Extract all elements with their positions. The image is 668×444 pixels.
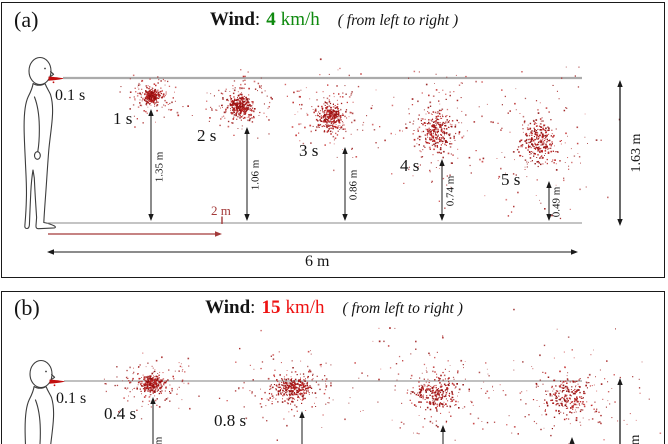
particle-cloud [304,327,515,441]
wind-speed-value: 4 [266,9,276,30]
cloud-time-label: 3 s [299,141,319,160]
wind-header-a: Wind:4 km/h ( from left to right ) [0,10,668,29]
wind-label: Wind [209,9,255,30]
cloud-time-label: 0.4 s [104,404,137,423]
particle-cloud [218,329,351,441]
drop-height-label: 0.74 m [444,175,457,207]
arrowhead [148,109,154,116]
particle-cloud [445,308,662,444]
person-height-label: 1.63 m [629,133,644,173]
particle-cloud [119,74,180,128]
arrowhead [150,397,156,404]
distance-2m-label: 2 m [211,203,231,218]
arrowhead [571,249,578,255]
drop-height-label: 0.49 m [550,186,563,218]
wind-separator: : [250,297,256,318]
wind-header-b: Wind:15 km/h ( from left to right ) [0,298,668,317]
arrowhead [617,378,623,385]
wind-direction-note: ( from left to right ) [337,12,459,29]
particle-cloud [103,352,200,420]
panel-tag: (b) [14,295,40,320]
wind-speed-unit: km/h [280,9,320,30]
arrowhead [617,80,623,87]
panel-a-frame [1,2,665,278]
arrowhead [244,214,250,221]
cloud-time-label: 2 s [197,126,217,145]
exhale-time-label: 0.1 s [56,390,87,407]
arrowhead [546,214,552,221]
cloud-time-label: 4 s [400,156,420,175]
person-figure-a [23,56,66,230]
arrowhead [439,214,445,221]
drop-height-label-fragment: m [152,436,165,444]
measurement-arrows [47,80,623,444]
drop-height-label: 1.35 m [153,151,166,183]
drop-height-label: 0.86 m [347,169,360,201]
exhale-time-label: 0.1 s [55,87,86,104]
wind-speed-value: 15 [261,297,281,318]
arrowhead [244,127,250,134]
drop-height-label: 1.06 m [249,159,262,191]
wind-direction-note: ( from left to right ) [342,300,463,317]
droplet-clouds [103,58,662,444]
particle-cloud [475,66,621,220]
wind-separator: : [254,9,261,30]
wind-speed-unit: km/h [285,297,325,318]
arrowhead [440,425,446,432]
particle-cloud [375,70,499,209]
person-height-label-fragment: m [628,434,643,444]
arrowhead [215,231,222,237]
particle-cloud [284,58,381,172]
cloud-time-label: 1 s [113,109,133,128]
panel-b-frame [1,291,665,444]
arrowhead [342,147,348,154]
arrowhead [342,214,348,221]
wind-label: Wind [205,297,251,318]
particle-cloud [182,69,315,139]
arrowhead [299,411,305,418]
arrowhead [148,214,154,221]
arrowhead [47,249,54,255]
cloud-time-label: 0.8 s [214,411,247,430]
arrowhead [439,159,445,166]
span-6m-label: 6 m [305,253,330,270]
panel-tag: (a) [14,7,39,32]
cloud-time-label: 5 s [501,170,521,189]
arrowhead [546,181,552,188]
arrowhead [617,219,623,226]
arrowhead [569,437,575,444]
